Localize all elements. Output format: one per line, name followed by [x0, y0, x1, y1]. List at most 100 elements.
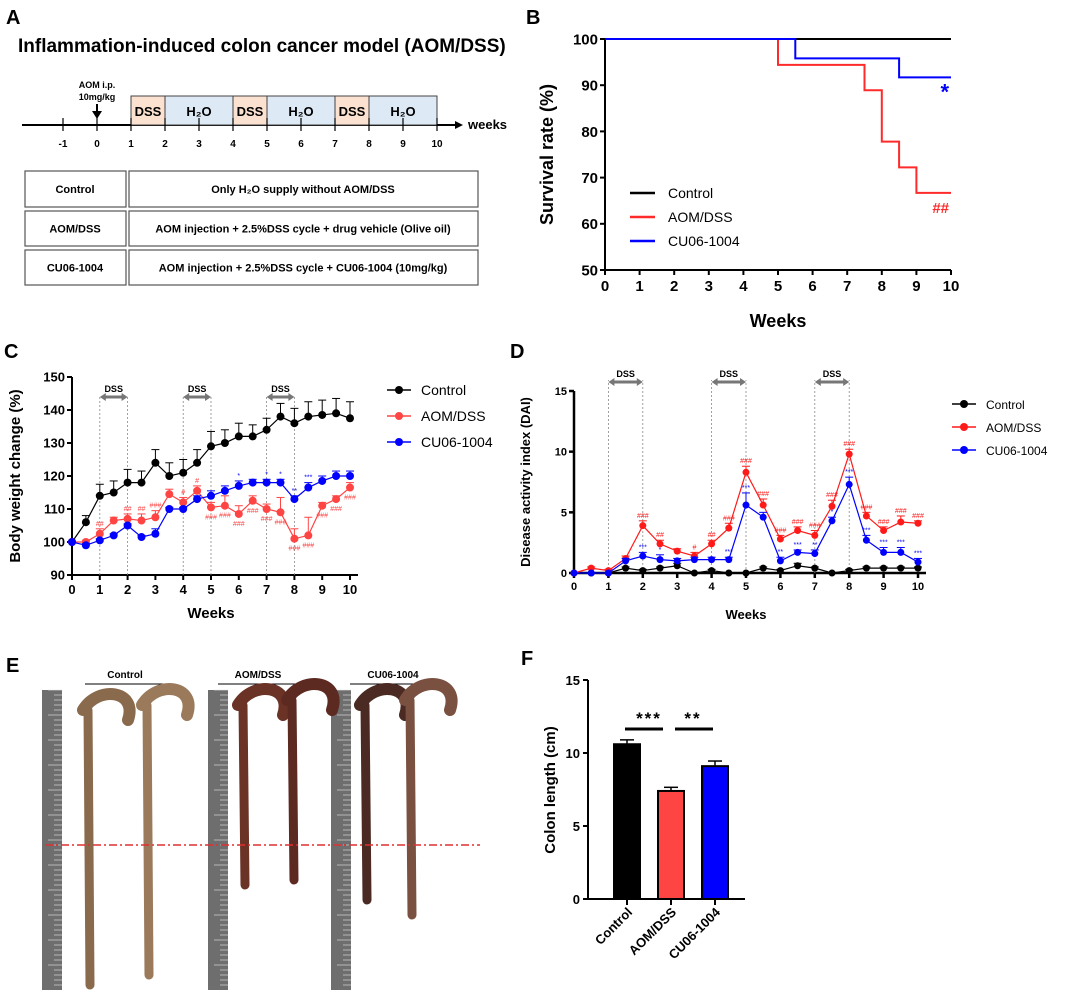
- x-tick-label: 6: [777, 581, 783, 593]
- data-point: [845, 450, 853, 458]
- data-point: [165, 472, 174, 480]
- significance-annotation: ***: [914, 550, 922, 557]
- y-tick-label: 120: [43, 469, 65, 484]
- y-tick-label: 60: [581, 216, 598, 233]
- data-point: [828, 502, 836, 510]
- timeline-tick-label: 10: [431, 139, 443, 150]
- data-point: [234, 509, 243, 518]
- legend-label: CU06-1004: [986, 444, 1048, 458]
- x-tick-label: 5: [774, 278, 782, 295]
- series-cu06-1004: *** * *********** ************ ******: [570, 469, 922, 577]
- timeline-tick-label: 5: [264, 139, 270, 150]
- data-point: [123, 514, 132, 523]
- data-point: [220, 439, 229, 447]
- dss-arrowhead-left: [814, 378, 821, 386]
- data-point: [742, 468, 750, 476]
- data-point: [794, 548, 802, 556]
- x-tick-label: 6: [808, 278, 816, 295]
- x-tick-label: 7: [263, 582, 270, 597]
- data-point: [759, 564, 767, 572]
- x-tick-label: 6: [235, 582, 242, 597]
- y-tick-label: 5: [573, 819, 580, 834]
- x-axis-title: Weeks: [187, 605, 234, 622]
- significance-annotation: ###: [792, 519, 804, 526]
- data-point: [639, 522, 647, 530]
- significance-mark: *: [940, 79, 949, 104]
- significance-label: ***: [636, 709, 662, 728]
- injection-arrowhead-icon: [92, 111, 102, 119]
- dss-label: DSS: [104, 384, 123, 394]
- dss-arrowhead-right: [740, 378, 746, 386]
- phase-dss-box: [232, 95, 268, 126]
- significance-annotation: ###: [895, 508, 907, 515]
- x-tick-label: 1: [635, 278, 643, 295]
- data-point: [165, 490, 174, 499]
- data-point: [81, 518, 90, 527]
- x-tick-label: 4: [709, 581, 716, 593]
- significance-annotation: #: [195, 478, 199, 485]
- data-point: [622, 564, 630, 572]
- y-tick-label: 80: [581, 124, 598, 141]
- data-point: [193, 495, 202, 504]
- x-tick-label: 4: [180, 582, 188, 597]
- x-tick-label: 8: [846, 581, 852, 593]
- y-tick-label: 130: [43, 436, 65, 451]
- bar-aom-dss: [657, 789, 685, 901]
- colon-cecum: [281, 678, 340, 716]
- y-axis-title: Disease activity index (DAI): [518, 397, 533, 567]
- legend-marker: [960, 400, 968, 408]
- significance-annotation: ###: [740, 458, 752, 465]
- photo-label-control: Control: [107, 670, 143, 681]
- injection-label: AOM i.p.: [79, 80, 116, 90]
- legend-marker: [395, 438, 403, 446]
- significance-annotation: ###: [775, 527, 787, 534]
- significance-annotation: ***: [725, 549, 733, 556]
- significance-annotation: **: [812, 542, 818, 549]
- data-point: [725, 556, 733, 564]
- y-axis-title: Survival rate (%): [537, 84, 557, 225]
- timeline-tick-label: 9: [400, 139, 406, 150]
- legend-label: CU06-1004: [421, 434, 493, 450]
- x-tick-label: 2: [640, 581, 646, 593]
- colon-tissue: [360, 700, 372, 905]
- y-tick-label: 0: [573, 892, 580, 907]
- dss-label: DSS: [616, 369, 635, 379]
- significance-mark: ##: [932, 200, 949, 217]
- data-point: [725, 524, 733, 532]
- data-point: [304, 412, 313, 421]
- colon-tissue: [287, 695, 299, 885]
- data-point: [673, 562, 681, 570]
- data-point: [137, 533, 146, 542]
- x-tick-label: 4: [739, 278, 748, 295]
- data-point: [179, 505, 188, 513]
- significance-annotation: ##: [708, 532, 716, 539]
- x-tick-label: 0: [601, 278, 609, 295]
- data-point: [179, 498, 188, 507]
- data-point: [639, 552, 647, 560]
- data-point: [570, 569, 578, 577]
- x-tick-label: 0: [68, 582, 75, 597]
- data-point: [346, 483, 354, 492]
- data-point: [193, 486, 202, 495]
- legend-marker: [960, 423, 968, 431]
- colon-cecum: [399, 678, 458, 716]
- data-point: [109, 531, 118, 540]
- data-point: [262, 505, 271, 513]
- phase-label: H₂O: [186, 104, 211, 119]
- legend-label: AOM/DSS: [668, 209, 733, 225]
- data-point: [673, 557, 681, 565]
- data-point: [622, 557, 630, 565]
- dss-arrowhead-right: [636, 378, 643, 386]
- significance-annotation: ##: [124, 506, 132, 513]
- data-point: [828, 569, 836, 577]
- group-description: Only H₂O supply without AOM/DSS: [211, 184, 395, 196]
- dss-arrowhead-left: [183, 393, 190, 401]
- y-tick-label: 70: [581, 170, 598, 187]
- y-tick-label: 150: [43, 370, 65, 385]
- significance-annotation: *: [831, 509, 834, 516]
- colon-tissue: [83, 705, 95, 990]
- panel-label-a: A: [6, 7, 20, 29]
- timeline-axis-label: weeks: [467, 117, 507, 132]
- colon-tissue: [142, 700, 154, 980]
